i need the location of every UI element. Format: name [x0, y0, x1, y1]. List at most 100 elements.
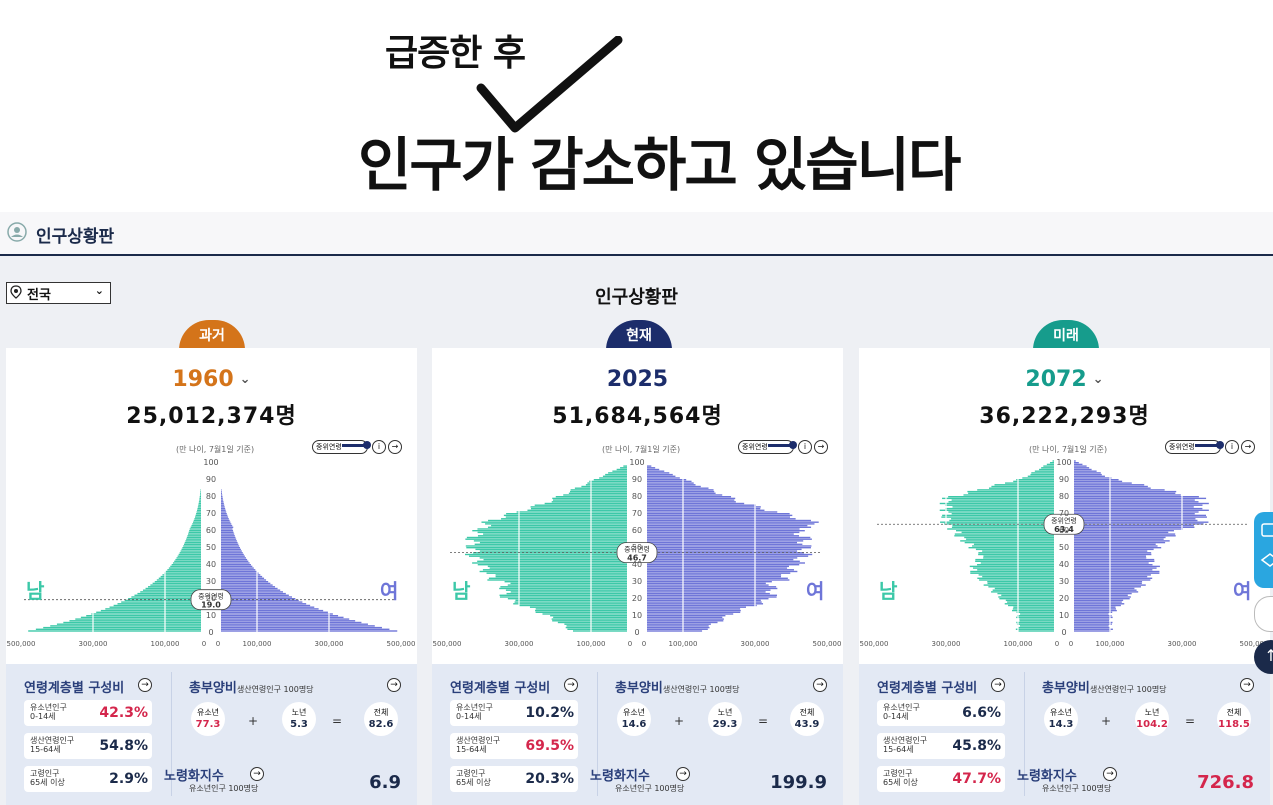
- male-bar: [516, 511, 627, 513]
- arrow-right-icon[interactable]: →: [991, 678, 1005, 692]
- female-bar: [1074, 628, 1113, 630]
- female-bar: [221, 564, 251, 566]
- arrow-right-icon[interactable]: →: [564, 678, 578, 692]
- female-bar: [221, 606, 315, 608]
- year-selector[interactable]: 2072 ⌄: [859, 367, 1270, 392]
- dependency-title: 총부양비생산연령인구 100명당: [615, 677, 740, 696]
- toggle-switch[interactable]: [768, 444, 792, 447]
- female-bar: [221, 555, 245, 557]
- male-bar: [612, 470, 627, 472]
- female-bar: [647, 509, 765, 511]
- male-bar: [196, 513, 201, 515]
- median-age-toggle[interactable]: 중위연령 i →: [312, 440, 402, 454]
- toggle-switch[interactable]: [1195, 444, 1219, 447]
- female-bar: [221, 519, 230, 522]
- male-bar: [142, 589, 201, 591]
- dependency-label: 노년: [717, 708, 733, 717]
- male-bar: [979, 579, 1054, 581]
- male-bar: [1012, 608, 1054, 610]
- female-bar: [1074, 462, 1079, 464]
- plus-operator: +: [248, 714, 259, 728]
- male-bar: [939, 509, 1054, 511]
- arrow-right-icon[interactable]: →: [813, 678, 827, 692]
- info-icon[interactable]: i: [798, 440, 812, 454]
- male-bar: [963, 494, 1054, 496]
- arrow-right-icon[interactable]: →: [250, 767, 264, 781]
- scroll-top-button[interactable]: ↑: [1254, 640, 1273, 674]
- male-bar: [552, 499, 627, 501]
- dependency-value: 43.9: [794, 719, 820, 730]
- median-age-toggle[interactable]: 중위연령 i →: [1165, 440, 1255, 454]
- female-bar: [1074, 502, 1209, 505]
- arrow-right-icon[interactable]: →: [676, 767, 690, 781]
- arrow-right-icon[interactable]: →: [814, 440, 828, 454]
- arrow-right-icon[interactable]: →: [1103, 767, 1117, 781]
- male-bar: [198, 502, 201, 505]
- age-tick: 30: [206, 577, 216, 586]
- female-bar: [647, 581, 772, 583]
- chevron-down-icon[interactable]: ⌄: [1092, 372, 1104, 387]
- composition-row: 생산연령인구 15-64세 45.8%: [877, 733, 1005, 759]
- toggle-switch[interactable]: [342, 444, 366, 447]
- male-bar: [145, 587, 201, 590]
- divider: [1024, 672, 1025, 796]
- info-icon[interactable]: i: [372, 440, 386, 454]
- male-bar: [194, 518, 201, 520]
- female-bar: [221, 518, 229, 520]
- female-bar: [1074, 535, 1176, 537]
- female-bar: [1074, 601, 1122, 603]
- composition-label-name: 생산연령인구: [456, 736, 501, 745]
- arrow-right-icon[interactable]: →: [388, 440, 402, 454]
- female-bar: [1074, 579, 1151, 581]
- male-bar: [185, 540, 201, 542]
- female-bar: [647, 584, 769, 586]
- divider: [597, 672, 598, 796]
- composition-value: 10.2%: [525, 705, 574, 721]
- male-bar: [551, 618, 627, 620]
- female-bar: [221, 626, 382, 629]
- female-bar: [221, 581, 269, 583]
- dependency-value: 14.3: [1048, 719, 1074, 730]
- male-bar: [507, 598, 627, 600]
- dependency-value: 118.5: [1218, 719, 1250, 730]
- composition-label-name: 유소년인구: [883, 703, 920, 712]
- equals-operator: =: [1185, 714, 1196, 728]
- female-bar: [221, 586, 276, 588]
- male-bar: [977, 564, 1054, 566]
- arrow-right-icon[interactable]: →: [1241, 440, 1255, 454]
- year-selector[interactable]: 1960 ⌄: [6, 367, 417, 392]
- dependency-total: 전체 118.5: [1217, 702, 1251, 736]
- male-bar: [529, 606, 627, 608]
- male-bar: [1015, 628, 1054, 630]
- male-bar: [197, 507, 201, 510]
- arrow-right-icon[interactable]: →: [1240, 678, 1254, 692]
- female-bar: [221, 594, 289, 596]
- male-bar: [1027, 475, 1054, 477]
- arrow-right-icon[interactable]: →: [138, 678, 152, 692]
- male-bar: [977, 577, 1054, 579]
- x-tick: 100,000: [1096, 640, 1125, 648]
- female-bar: [647, 557, 798, 559]
- female-bar: [221, 502, 224, 505]
- female-bar: [1074, 575, 1148, 578]
- median-age-toggle[interactable]: 중위연령 i →: [738, 440, 828, 454]
- male-bar: [951, 499, 1054, 501]
- female-bar: [1074, 514, 1206, 517]
- male-bar: [199, 497, 201, 500]
- floating-chat-button[interactable]: [1254, 512, 1273, 588]
- region-select[interactable]: 전국 ⌄: [6, 282, 111, 304]
- female-bar: [647, 555, 809, 557]
- arrow-right-icon[interactable]: →: [387, 678, 401, 692]
- male-bar: [942, 497, 1054, 500]
- aging-index-subtitle: 유소년인구 100명당: [1042, 784, 1112, 793]
- male-bar: [200, 492, 201, 494]
- male-bar: [186, 538, 201, 540]
- info-icon[interactable]: i: [1225, 440, 1239, 454]
- chevron-down-icon[interactable]: ⌄: [239, 372, 251, 387]
- dependency-youth: 유소년 14.6: [617, 702, 651, 736]
- male-bar: [505, 516, 627, 518]
- female-bar: [647, 472, 670, 474]
- female-bar: [647, 552, 805, 554]
- male-bar: [975, 558, 1054, 561]
- dependency-old: 노년 104.2: [1135, 702, 1169, 736]
